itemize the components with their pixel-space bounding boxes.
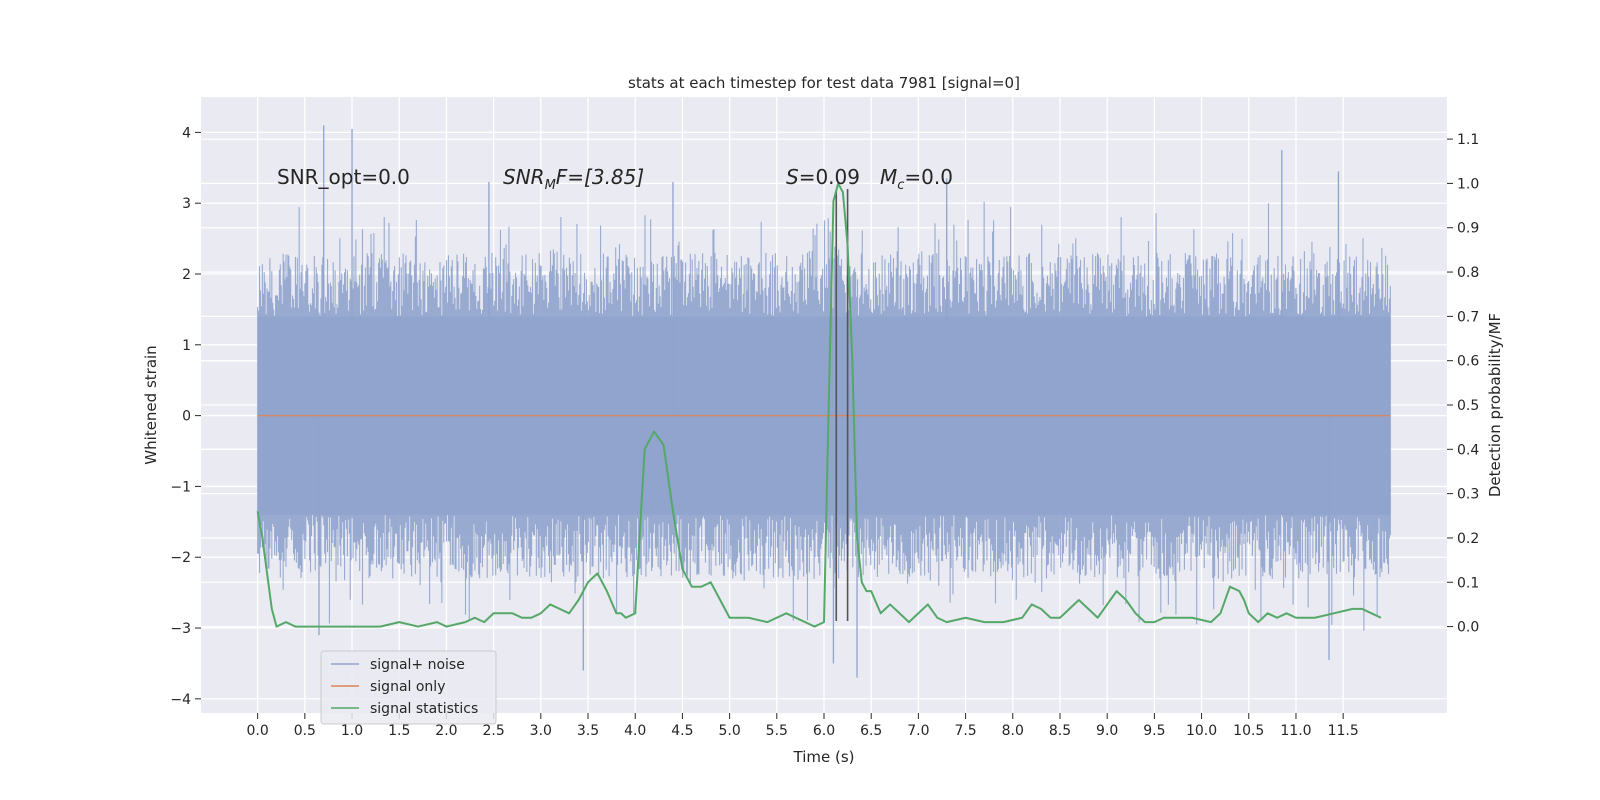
- annotation-s-main: S: [786, 165, 799, 189]
- legend-label-signal-only: signal only: [370, 679, 445, 695]
- y2-tick-label-2: 0.2: [1457, 531, 1479, 547]
- y2-axis-label: Detection probability/MF: [1486, 313, 1504, 497]
- y2-tick-label-1: 0.1: [1457, 575, 1479, 591]
- y2-tick-label-8: 0.8: [1457, 265, 1479, 281]
- y-tick-label-5: 1: [182, 338, 191, 354]
- x-tick-label-22: 11.0: [1280, 723, 1311, 739]
- y2-tick-label-7: 0.7: [1457, 309, 1479, 325]
- y2-tick-label-5: 0.5: [1457, 398, 1479, 414]
- x-tick-label-6: 3.0: [530, 723, 552, 739]
- y2-tick-label-4: 0.4: [1457, 442, 1479, 458]
- legend: signal+ noise signal only signal statist…: [320, 650, 497, 725]
- x-tick-label-15: 7.5: [954, 723, 976, 739]
- x-tick-label-10: 5.0: [718, 723, 740, 739]
- x-tick-label-9: 4.5: [671, 723, 693, 739]
- y-tick-label-8: 4: [182, 125, 191, 141]
- annotation-snr-opt: SNR_opt=0.0: [277, 165, 410, 189]
- y2-tick-label-0: 0.0: [1457, 620, 1479, 636]
- x-tick-label-8: 4.0: [624, 723, 646, 739]
- x-tick-label-7: 3.5: [577, 723, 599, 739]
- y-tick-label-1: −3: [170, 621, 191, 637]
- y2-tick-label-10: 1.0: [1457, 176, 1479, 192]
- annotation-mc-main: M: [880, 165, 897, 189]
- annotation-snr-mf-rest: F=[3.85]: [556, 165, 644, 189]
- x-tick-label-21: 10.5: [1233, 723, 1264, 739]
- x-tick-label-11: 5.5: [766, 723, 788, 739]
- x-tick-label-16: 8.0: [1002, 723, 1024, 739]
- x-tick-label-12: 6.0: [813, 723, 835, 739]
- y-tick-label-6: 2: [182, 267, 191, 283]
- annotation-mc-value: Mc=0.0: [880, 165, 953, 193]
- y2-tick-label-9: 0.9: [1457, 221, 1479, 237]
- x-tick-label-18: 9.0: [1096, 723, 1118, 739]
- chart-title: stats at each timestep for test data 798…: [628, 74, 1020, 92]
- x-tick-label-0: 0.0: [247, 723, 269, 739]
- annotation-s-value: S=0.09: [786, 165, 860, 189]
- annotation-s-rest: =0.09: [799, 165, 860, 189]
- x-tick-label-3: 1.5: [388, 723, 410, 739]
- y2-tick-label-11: 1.1: [1457, 132, 1479, 148]
- y-axis-ticks: −4 −3 −2 −1 0 1 2 3 4: [170, 125, 201, 708]
- x-tick-label-2: 1.0: [341, 723, 363, 739]
- y-tick-label-4: 0: [182, 409, 191, 425]
- x-tick-label-4: 2.0: [435, 723, 457, 739]
- x-tick-label-23: 11.5: [1328, 723, 1359, 739]
- annotation-snr-mf: SNRMF=[3.85]: [503, 165, 644, 193]
- x-tick-label-1: 0.5: [294, 723, 316, 739]
- y-tick-label-3: −1: [170, 479, 191, 495]
- legend-label-signal-noise: signal+ noise: [370, 657, 465, 673]
- x-axis-label: Time (s): [793, 748, 855, 766]
- annotation-snr-mf-sub: M: [545, 178, 556, 193]
- signal-statistics-line: [256, 182, 1382, 628]
- y-tick-label-7: 3: [182, 196, 191, 212]
- legend-label-signal-statistics: signal statistics: [370, 701, 478, 717]
- y-tick-label-2: −2: [170, 550, 191, 566]
- y-axis-label: Whitened strain: [142, 345, 160, 464]
- x-axis-ticks: 0.0 0.5 1.0 1.5 2.0 2.5 3.0 3.5 4.0 4.5 5.0 5.5 6.0 6…: [247, 713, 1359, 739]
- x-tick-label-19: 9.5: [1143, 723, 1165, 739]
- x-tick-label-14: 7.0: [907, 723, 929, 739]
- y2-axis-ticks: 0.0 0.1 0.2 0.3 0.4 0.5 0.6 0.7 0.8 0.9 1.0 1.1: [1447, 132, 1479, 636]
- y2-tick-label-3: 0.3: [1457, 487, 1479, 503]
- x-tick-label-20: 10.0: [1186, 723, 1217, 739]
- annotation-mc-sub: c: [897, 178, 904, 193]
- x-tick-label-5: 2.5: [482, 723, 504, 739]
- signal-statistics-series: [256, 182, 1382, 628]
- y2-tick-label-6: 0.6: [1457, 354, 1479, 370]
- legend-box: [320, 650, 497, 725]
- annotation-mc-rest: =0.0: [904, 165, 953, 189]
- x-tick-label-17: 8.5: [1049, 723, 1071, 739]
- annotation-snr-mf-main: SNR: [503, 165, 545, 189]
- y-tick-label-0: −4: [170, 692, 191, 708]
- x-tick-label-13: 6.5: [860, 723, 882, 739]
